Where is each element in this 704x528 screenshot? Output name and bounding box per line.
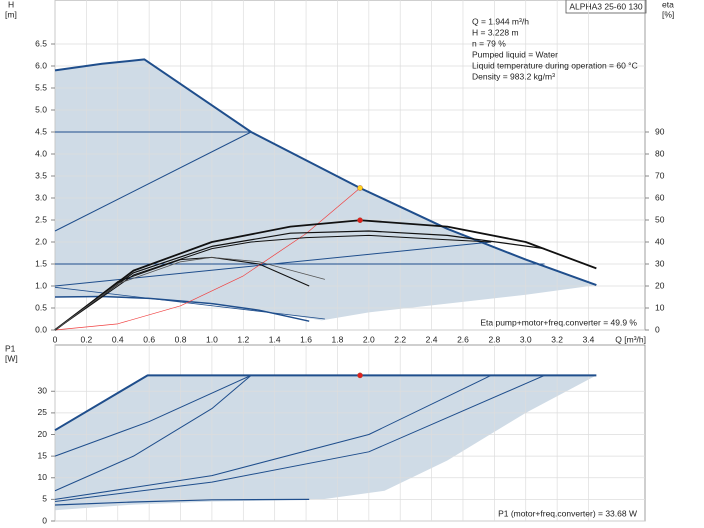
x-tick-label: 0.8 [175,334,187,344]
efficiency-curve [54,230,545,331]
y2-tick-label: 10 [655,302,665,312]
curve [54,374,545,503]
curve [54,374,252,457]
model-box [565,0,647,14]
operating-area [55,375,597,511]
y-tick-label: 3.5 [35,170,47,180]
y2-tick-label: 60 [655,192,665,202]
y2-tick-label: 80 [655,148,665,158]
curve [54,498,310,506]
y2-tick-label: 30 [655,258,665,268]
y-tick-label: 1.5 [35,258,47,268]
y-tick-label: 2.5 [35,214,47,224]
curve [54,374,492,500]
x-tick-label: 1.8 [332,334,344,344]
text-layer: 0 0.2 0.4 0.6 0.8 1.0 1.2 1.4 1.6 1.8 2.0 2.2 2.4 2.6… [35,16,665,525]
efficiency-curve [54,257,325,331]
y-tick-label: 25 [38,407,48,417]
x-tick-label: 0.4 [112,334,124,344]
x-tick-label: 0 [53,334,58,344]
curve [54,374,252,492]
y2-tick-label: 70 [655,170,665,180]
y2-tick-label: 0 [655,324,660,334]
x-tick-label: 1.4 [269,334,281,344]
model-label: ALPHA3 25-60 130 [569,1,643,11]
y-tick-label: 5.5 [35,82,47,92]
curve [54,286,325,320]
y-tick-label: 10 [38,472,48,482]
x-tick-label: 0.6 [143,334,155,344]
y-tick-label: 6.0 [35,60,47,70]
operating-area [55,59,597,321]
y-tick-label: 15 [38,450,48,460]
operating-point [357,185,363,191]
x-tick-label: 3.0 [520,334,532,344]
grid-layer [51,0,649,522]
info-line: Q = 1.944 m³/h [472,16,529,26]
curve [54,187,361,331]
note: P1 (motor+freq.converter) = 33.68 W [498,508,637,518]
y-tick-label: 0.0 [35,324,47,334]
y-tick-label: 4.5 [35,126,47,136]
info-line: Liquid temperature during operation = 60… [472,60,638,70]
y-axis-unit: [W] [5,353,18,363]
x-tick-label: 2.4 [426,334,438,344]
y-tick-label: 0 [42,515,47,525]
operating-point [357,372,363,379]
y-tick-label: 20 [38,429,48,439]
y-tick-label: 1.0 [35,280,47,290]
y-tick-label: 5 [42,494,47,504]
y2-tick-label: 40 [655,236,665,246]
y-tick-label: 4.0 [35,148,47,158]
info-line: H = 3.228 m [472,27,519,37]
y2-tick-label: 90 [655,126,665,136]
x-tick-label: 2.6 [457,334,469,344]
y2-tick-label: 20 [655,280,665,290]
x-axis-label: Q [m³/h] [615,334,646,344]
y-tick-label: 30 [38,386,48,396]
x-tick-label: 2.0 [363,334,375,344]
x-tick-label: 1.2 [237,334,249,344]
efficiency-curve [54,219,597,331]
x-tick-label: 0.2 [80,334,92,344]
x-tick-label: 3.2 [551,334,563,344]
curve [54,58,597,287]
curve [54,131,252,232]
y-axis-label: H [8,0,14,9]
x-tick-label: 1.6 [300,334,312,344]
y-axis-label: P1 [5,343,16,353]
mark-layer [54,58,597,506]
y-tick-label: 5.0 [35,104,47,114]
x-tick-label: 2.2 [394,334,406,344]
y-tick-label: 0.5 [35,302,47,312]
x-tick-label: 2.8 [488,334,500,344]
y2-axis-label: eta [662,0,674,9]
x-tick-label: 1.0 [206,334,218,344]
y-axis-unit: [m] [5,9,17,19]
y2-axis-unit: [%] [662,9,674,19]
efficiency-curve [54,256,310,331]
info-line: n = 79 % [472,38,506,48]
y2-tick-label: 50 [655,214,665,224]
y-tick-label: 3.0 [35,192,47,202]
info-line: Pumped liquid = Water [472,49,558,59]
y-tick-label: 2.0 [35,236,47,246]
note: Eta pump+motor+freq.converter = 49.9 % [480,317,637,327]
operating-point [357,217,363,224]
curve [54,374,597,432]
x-tick-label: 3.4 [583,334,595,344]
efficiency-curve [54,234,492,331]
y-tick-label: 6.5 [35,38,47,48]
info-line: Density = 983.2 kg/m³ [472,71,555,81]
